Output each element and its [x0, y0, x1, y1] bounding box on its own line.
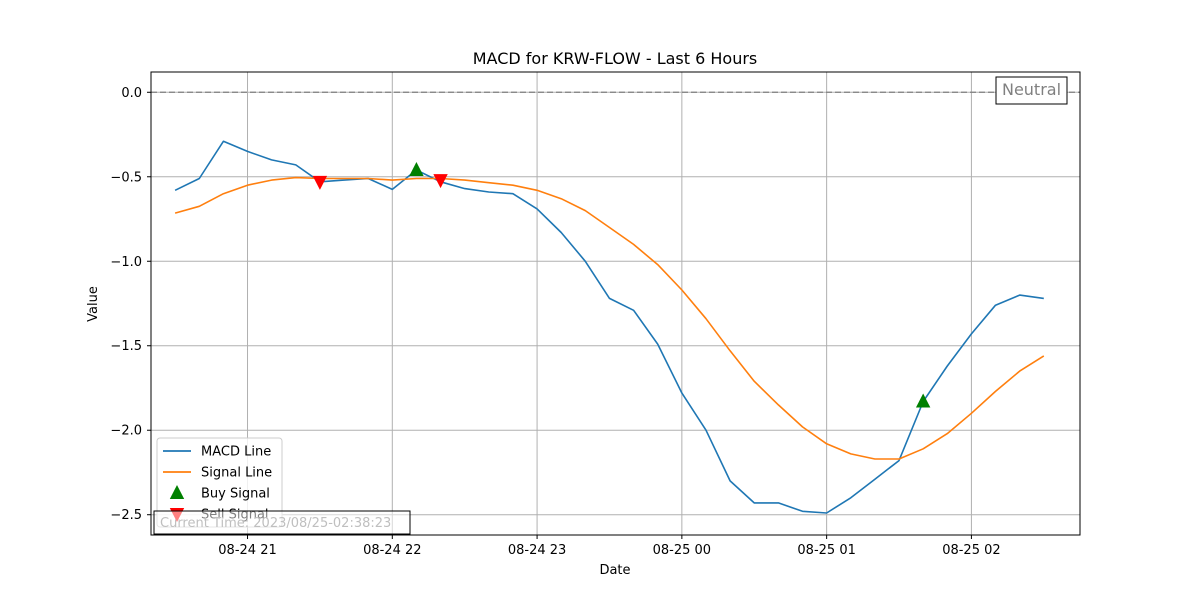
buy-signal-marker: [915, 393, 931, 408]
sell-signal-marker: [433, 174, 448, 189]
current-time-text: Current Time: 2023/08/25-02:38:23: [160, 516, 391, 531]
chart-title: MACD for KRW-FLOW - Last 6 Hours: [473, 49, 758, 68]
y-axis-label: Value: [86, 286, 101, 322]
status-box: [995, 76, 1068, 105]
legend-label: MACD Line: [201, 445, 271, 460]
current-time-box: [153, 510, 411, 535]
sell-signal-marker: [312, 175, 328, 190]
status-annotation: Neutral: [995, 76, 1068, 105]
y-tick-label: −2.5: [110, 508, 142, 523]
x-tick-label: 08-25 00: [653, 543, 711, 558]
legend-label: Buy Signal: [201, 487, 270, 502]
x-axis-label: Date: [599, 563, 630, 578]
marker-layer: [312, 162, 931, 408]
x-tick-label: 08-24 22: [363, 543, 421, 558]
x-tick-label: 08-25 01: [797, 543, 855, 558]
plot-frame: [150, 71, 1081, 536]
y-tick-label: 0.0: [121, 86, 142, 101]
x-tick-label: 08-25 02: [942, 543, 1000, 558]
y-tick-label: −1.5: [110, 339, 142, 354]
legend-label: Signal Line: [201, 466, 272, 481]
x-tick-label: 08-24 21: [218, 543, 276, 558]
ticks-layer: 08-24 21 08-24 22 08-24 23 08-25 00 08-25 01…: [110, 86, 1000, 558]
current-time-annotation: Current Time: 2023/08/25-02:38:23: [153, 510, 411, 535]
status-text: Neutral: [1002, 80, 1061, 99]
buy-signal-marker: [409, 162, 424, 177]
x-tick-label: 08-24 23: [508, 543, 566, 558]
y-tick-label: −2.0: [110, 424, 142, 439]
y-tick-label: −1.0: [110, 255, 142, 270]
y-tick-label: −0.5: [110, 170, 142, 185]
legend-swatch-buy: [169, 485, 185, 499]
